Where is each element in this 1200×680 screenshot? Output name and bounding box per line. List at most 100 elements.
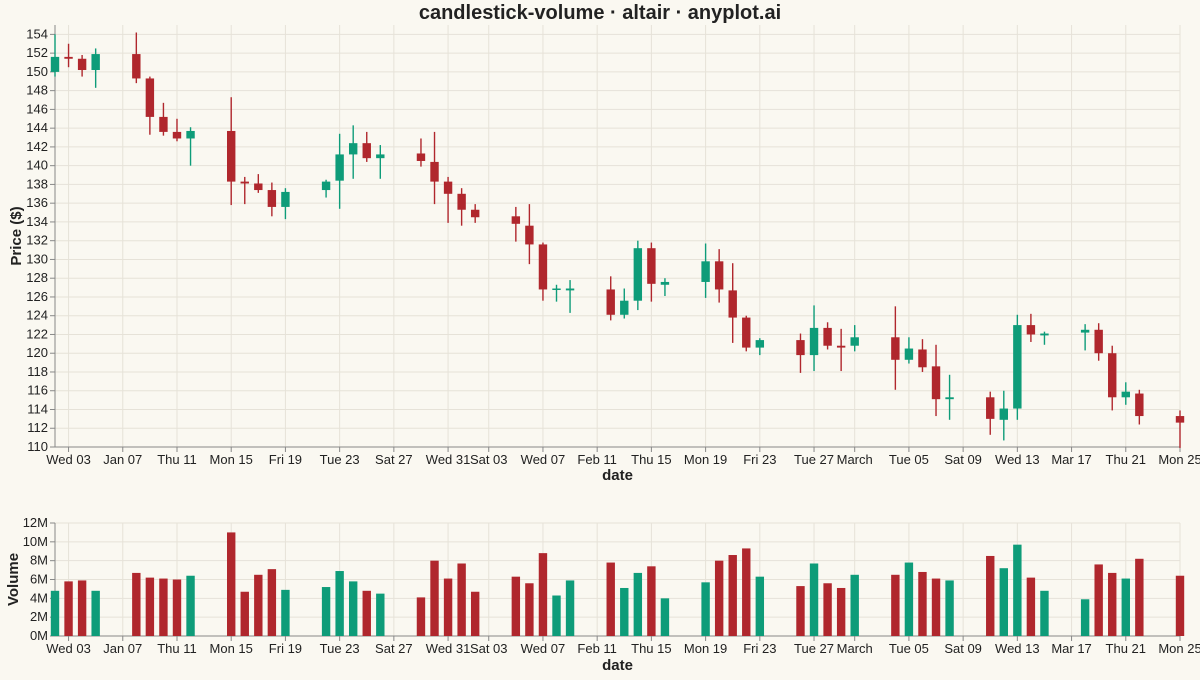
- volume-bar: [430, 560, 439, 636]
- candle-down: [918, 339, 927, 372]
- volume-bar: [809, 563, 819, 636]
- candle-up: [186, 127, 195, 166]
- candle-body: [836, 345, 846, 348]
- price-y-tick-label: 132: [26, 233, 48, 248]
- candle-body: [240, 181, 249, 184]
- candle-up: [552, 284, 561, 302]
- candle-body: [620, 300, 629, 315]
- candle-up: [335, 133, 344, 209]
- candle-body: [132, 54, 141, 79]
- volume-x-tick-label: Mon 15: [210, 641, 253, 656]
- volume-bar: [525, 583, 534, 636]
- candle-down: [728, 263, 737, 343]
- volume-bar: [1040, 590, 1049, 636]
- price-y-tick-label: 120: [26, 345, 48, 360]
- candles: [50, 32, 1185, 448]
- candle-body: [159, 116, 168, 132]
- candle-up: [1040, 331, 1049, 345]
- volume-bar: [416, 597, 426, 636]
- candle-body: [986, 397, 995, 419]
- candle-body: [755, 340, 765, 348]
- candle-down: [457, 188, 466, 226]
- volume-bar: [891, 574, 900, 636]
- volume-bar: [132, 572, 141, 636]
- volume-bar: [77, 580, 87, 636]
- candle-body: [552, 288, 561, 291]
- price-y-axis: 110 112 114 116 118 120 122 124 126 128 130 132 134 1…: [26, 25, 56, 454]
- price-y-tick-label: 138: [26, 176, 48, 191]
- price-x-tick-label: March: [837, 452, 873, 467]
- candle-body: [891, 337, 900, 360]
- candle-down: [240, 176, 249, 205]
- candle-down: [172, 118, 182, 142]
- volume-x-tick-label: Sat 09: [944, 641, 982, 656]
- candle-body: [511, 216, 521, 224]
- volume-bar: [240, 591, 249, 636]
- candle-body: [1121, 391, 1130, 398]
- volume-x-tick-label: Thu 15: [631, 641, 671, 656]
- volume-bar: [633, 572, 643, 636]
- volume-bar: [552, 595, 561, 636]
- price-y-tick-label: 122: [26, 326, 48, 341]
- price-y-tick-label: 116: [27, 383, 48, 398]
- candle-body: [796, 340, 805, 356]
- candle-down: [416, 138, 426, 167]
- volume-bar: [796, 586, 805, 636]
- price-y-tick-label: 136: [26, 195, 48, 210]
- volume-bar: [362, 590, 371, 636]
- candle-body: [1026, 325, 1036, 335]
- candle-up: [904, 337, 914, 364]
- candle-body: [50, 56, 60, 72]
- candle-body: [64, 56, 73, 59]
- volume-bar: [755, 576, 765, 636]
- candle-down: [145, 76, 155, 135]
- volume-bar: [850, 574, 859, 636]
- volume-bars: [50, 532, 1185, 636]
- price-x-tick-label: Wed 07: [521, 452, 566, 467]
- price-y-tick-label: 134: [26, 214, 48, 229]
- price-x-tick-label: Mon 15: [210, 452, 253, 467]
- candle-down: [1135, 389, 1144, 425]
- candle-down: [511, 206, 521, 242]
- price-y-tick-label: 150: [26, 64, 48, 79]
- volume-bar: [620, 587, 629, 636]
- candle-down: [132, 32, 141, 84]
- candle-down: [443, 176, 453, 223]
- candle-up: [376, 145, 385, 179]
- volume-bar: [565, 580, 575, 636]
- candle-down: [267, 182, 277, 217]
- candle-down: [606, 276, 615, 321]
- volume-x-tick-label: Wed 31: [426, 641, 471, 656]
- volume-bar: [1121, 578, 1130, 636]
- price-x-tick-label: Feb 11: [577, 452, 617, 467]
- price-x-tick-label: Wed 13: [995, 452, 1040, 467]
- volume-x-axis-title: date: [602, 657, 633, 674]
- volume-bar: [186, 575, 195, 636]
- chart-title: candlestick-volume · altair · anyplot.ai: [419, 2, 781, 24]
- volume-bar: [335, 571, 344, 636]
- candle-down: [525, 204, 534, 265]
- candle-body: [823, 327, 832, 346]
- volume-x-tick-label: Jan 07: [103, 641, 142, 656]
- candle-body: [904, 348, 914, 360]
- volume-x-tick-label: March: [837, 641, 873, 656]
- volume-bar: [1013, 544, 1022, 636]
- volume-bar: [606, 562, 615, 636]
- volume-y-tick-label: 8M: [30, 553, 48, 568]
- price-x-axis: Wed 03 Jan 07 Thu 11 Mon 15 Fri 19 Tue 23 Sat …: [46, 446, 1200, 467]
- candle-down: [931, 344, 941, 417]
- candle-body: [470, 209, 480, 218]
- candle-up: [321, 179, 331, 198]
- candle-up: [91, 48, 100, 88]
- volume-bar: [443, 578, 453, 636]
- volume-bar: [91, 590, 100, 636]
- volume-bar: [227, 532, 236, 636]
- candle-body: [742, 317, 751, 348]
- volume-bar: [267, 569, 277, 636]
- price-x-tick-label: Tue 27: [794, 452, 834, 467]
- candle-body: [321, 181, 331, 191]
- candle-up: [850, 325, 859, 352]
- candle-body: [809, 327, 819, 356]
- volume-x-axis: Wed 03 Jan 07 Thu 11 Mon 15 Fri 19 Tue 23 Sat …: [46, 635, 1200, 656]
- candle-body: [1094, 329, 1103, 354]
